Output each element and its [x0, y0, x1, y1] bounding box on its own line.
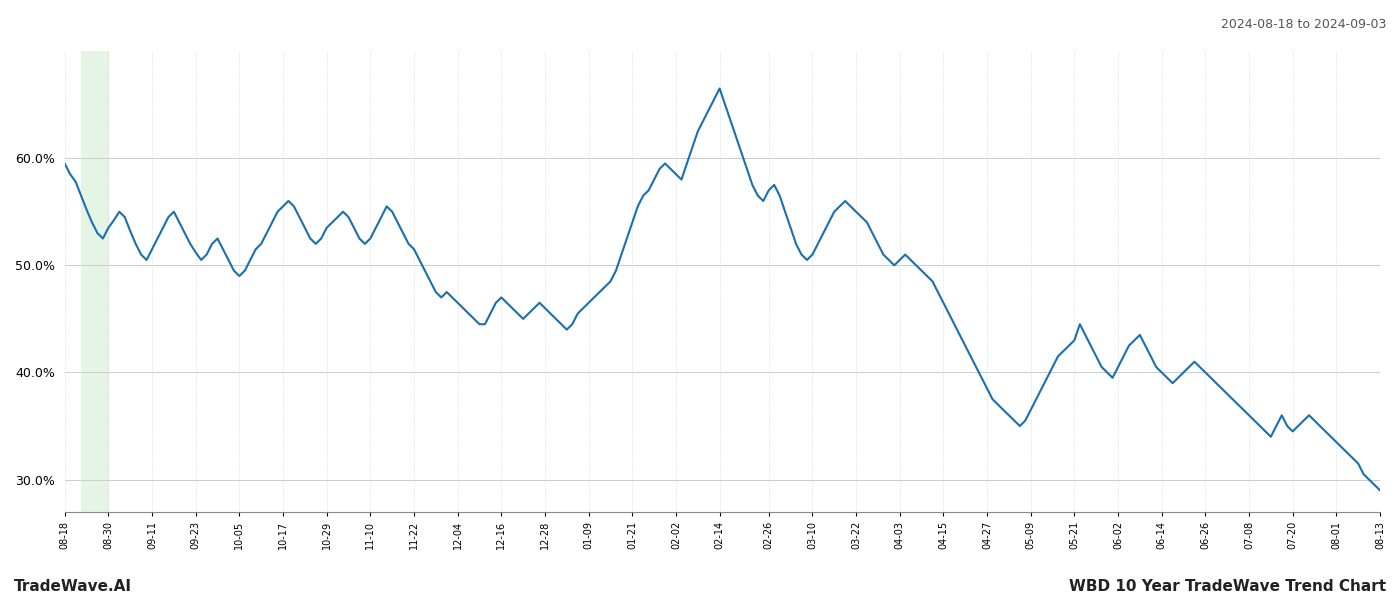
Bar [81, 51, 108, 512]
Text: TradeWave.AI: TradeWave.AI [14, 579, 132, 594]
Text: WBD 10 Year TradeWave Trend Chart: WBD 10 Year TradeWave Trend Chart [1068, 579, 1386, 594]
Text: 2024-08-18 to 2024-09-03: 2024-08-18 to 2024-09-03 [1221, 18, 1386, 31]
